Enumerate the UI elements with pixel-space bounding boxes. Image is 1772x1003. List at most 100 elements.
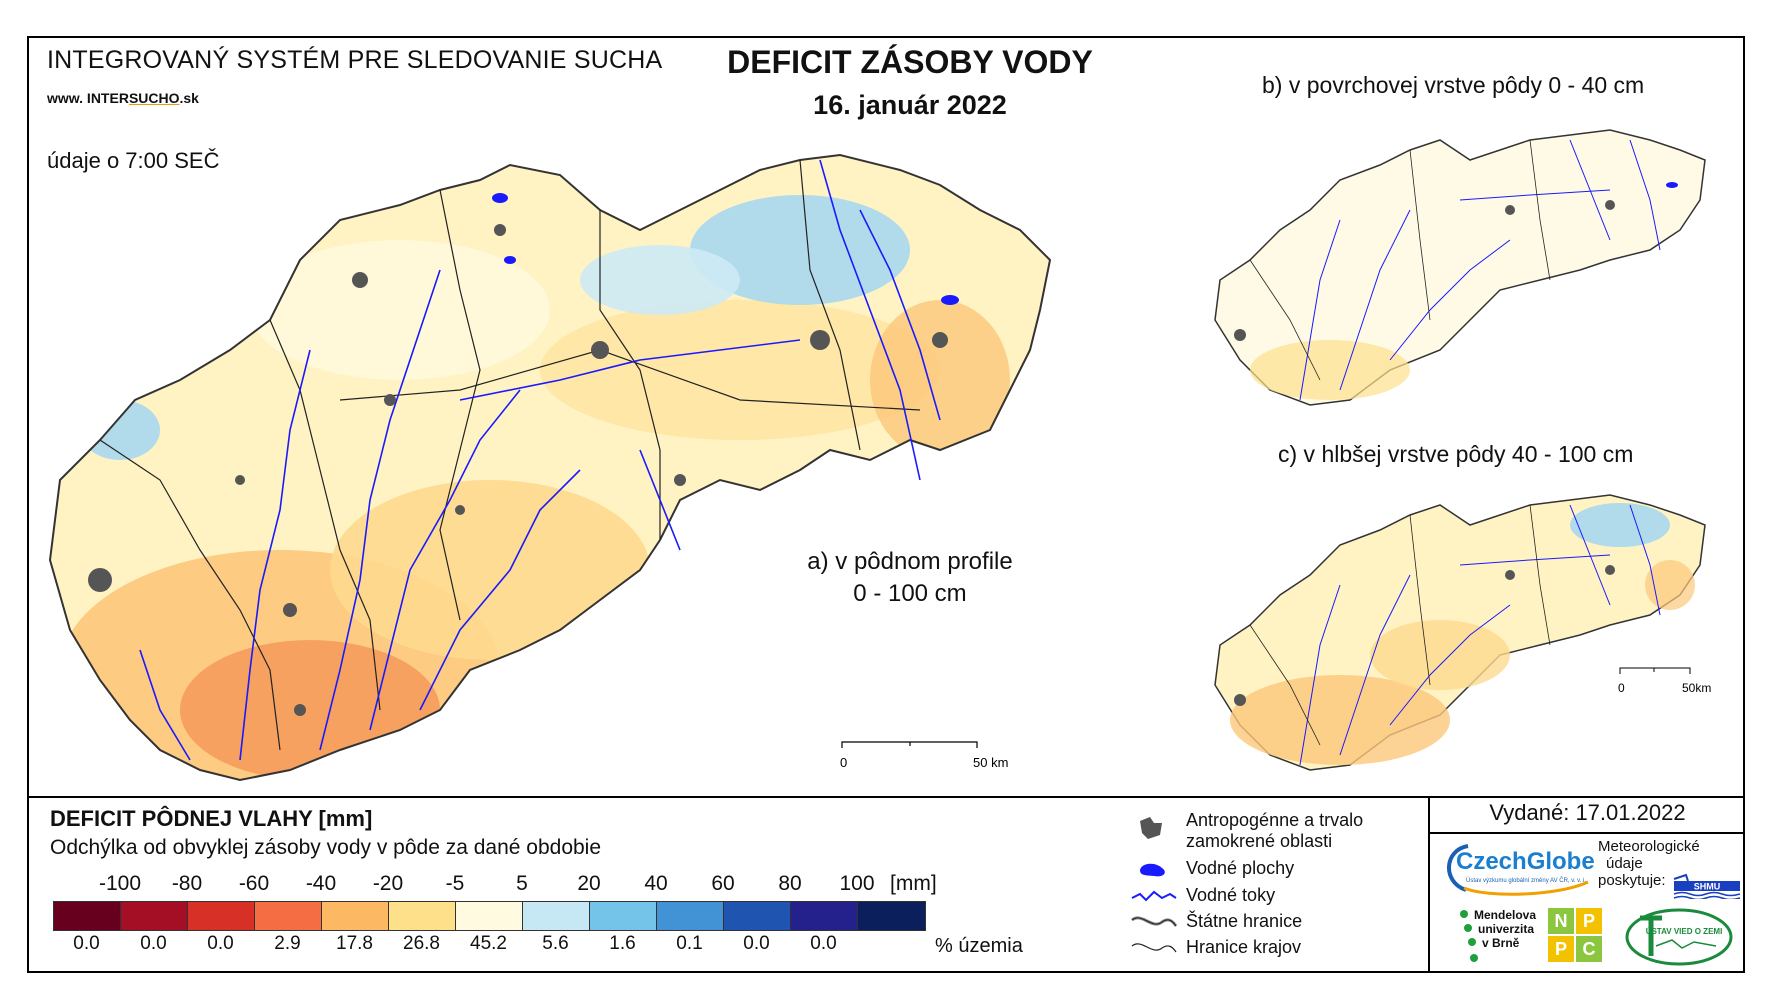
- legend-tick-label: 20: [577, 872, 601, 895]
- nppc-p2: P: [1548, 936, 1574, 962]
- legend-percent-value: 45.2: [470, 933, 507, 954]
- mendel-line3: v Brně: [1482, 936, 1520, 950]
- website-suffix: .sk: [179, 90, 199, 106]
- rivers-a: [139, 159, 941, 761]
- map-b-label: b) v povrchovej vrstve pôdy 0 - 40 cm: [1262, 72, 1645, 98]
- uvz-logo: ÚSTAV VIED O ZEMI: [1625, 908, 1733, 966]
- czechglobe-subtitle: Ústav výzkumu globální změny AV ČR, v. v…: [1466, 878, 1587, 884]
- legend-swatch: [456, 902, 523, 930]
- legend-tick-label: -5: [445, 872, 465, 895]
- state-border-a: [48, 153, 1052, 782]
- legend-tick-label: -100: [98, 872, 142, 895]
- czechglobe-arc-icon: [1447, 844, 1589, 896]
- legend-swatch: [858, 902, 925, 930]
- uvz-text: ÚSTAV VIED O ZEMI: [1646, 927, 1723, 936]
- shmu-logo: SHMU: [1673, 873, 1741, 899]
- legend-swatch: [322, 902, 389, 930]
- legend-unit: [mm]: [890, 872, 937, 895]
- mendel-line2: univerzita: [1478, 922, 1535, 936]
- nppc-p1: P: [1576, 908, 1602, 934]
- legend-tick-label: 60: [711, 872, 735, 895]
- meteo-line3: poskytuje:: [1598, 872, 1666, 889]
- legend-percent-value: 26.8: [403, 933, 440, 954]
- legend-percent-value: 2.9: [274, 933, 301, 954]
- legend-tick-label: -60: [238, 872, 270, 895]
- nppc-c: C: [1576, 936, 1602, 962]
- region-border-icon: [1131, 943, 1177, 953]
- key-anthropogenic: Antropogénne a trvalo zamokrené oblasti: [1186, 810, 1364, 851]
- legend-title: DEFICIT PÔDNEJ VLAHY [mm]: [50, 806, 373, 831]
- legend-tick-label: 80: [778, 872, 802, 895]
- water-bodies-a: [492, 193, 959, 305]
- meteo-line1: Meteorologické: [1598, 838, 1700, 855]
- legend-swatch: [188, 902, 255, 930]
- nppc-logo: N P P C: [1548, 908, 1602, 962]
- meteo-credit: Meteorologické údaje poskytuje:: [1598, 838, 1700, 889]
- map-c: [1214, 494, 1706, 771]
- legend-percent-value: 1.6: [609, 933, 636, 954]
- key-region-border: Hranice krajov: [1186, 937, 1302, 957]
- map-date: 16. január 2022: [813, 90, 1007, 120]
- map-a-label-line2: 0 - 100 cm: [853, 580, 967, 607]
- legend-tick-label: -40: [305, 872, 337, 895]
- legend-tick-label: -80: [171, 872, 203, 895]
- anthropogenic-area-icon: [1140, 817, 1162, 839]
- meteo-line2: údaje: [1606, 855, 1643, 872]
- legend-percent-value: 17.8: [336, 933, 373, 954]
- legend-tick-label: 40: [644, 872, 668, 895]
- key-streams: Vodné toky: [1186, 885, 1276, 905]
- legend-swatch: [590, 902, 657, 930]
- legend-percent-value: 5.6: [542, 933, 569, 954]
- water-body-icon: [1140, 863, 1165, 877]
- scale-bar-main: 0 50 km: [840, 741, 1008, 770]
- mendel-logo: Mendelova univerzita v Brně: [1458, 908, 1538, 968]
- state-border-icon: [1131, 916, 1178, 927]
- mendel-dots-icon: [1460, 910, 1478, 962]
- data-time: údaje o 7:00 SEČ: [47, 148, 220, 173]
- map-c-label: c) v hlbšej vrstve pôdy 40 - 100 cm: [1278, 441, 1634, 467]
- legend-swatch: [657, 902, 724, 930]
- legend-tick-label: -20: [372, 872, 404, 895]
- issued-underline: [1428, 832, 1745, 834]
- legend-percent-value: 0.0: [207, 933, 234, 954]
- legend-percent-value: 0.0: [73, 933, 100, 954]
- page-title: DEFICIT ZÁSOBY VODY: [727, 44, 1093, 80]
- czechglobe-name: CzechGlobe: [1456, 848, 1595, 875]
- stream-icon: [1131, 890, 1177, 902]
- scale-bar-small: 0 50km: [1618, 667, 1711, 695]
- legend-percent-label: % územia: [935, 935, 1023, 957]
- nppc-n: N: [1548, 908, 1574, 934]
- legend-percent-value: 0.0: [743, 933, 770, 954]
- footer-divider: [1428, 796, 1430, 973]
- legend-swatch: [121, 902, 188, 930]
- mendel-line1: Mendelova: [1474, 908, 1537, 922]
- region-borders-a: [99, 159, 921, 751]
- legend-swatch: [791, 902, 858, 930]
- legend-color-scale: [53, 901, 926, 931]
- key-water-bodies: Vodné plochy: [1186, 858, 1295, 878]
- main-map-a: [48, 153, 1052, 782]
- system-title: INTEGROVANÝ SYSTÉM PRE SLEDOVANIE SUCHA: [47, 46, 663, 74]
- scale-main-start: 0: [840, 755, 847, 770]
- legend-swatch: [523, 902, 590, 930]
- legend-swatch: [724, 902, 791, 930]
- legend-divider: [27, 796, 1745, 798]
- issued-date: Vydané: 17.01.2022: [1489, 800, 1686, 825]
- legend-percent-value: 0.0: [810, 933, 837, 954]
- czechglobe-logo: CzechGlobe Ústav výzkumu globální změny …: [1438, 838, 1598, 898]
- legend-swatch: [54, 902, 121, 930]
- map-b: [1214, 129, 1706, 406]
- key-state-border: Štátne hranice: [1186, 911, 1303, 931]
- scale-small-end: 50km: [1682, 681, 1711, 695]
- legend-swatch: [389, 902, 456, 930]
- legend-subtitle: Odchýlka od obvyklej zásoby vody v pôde …: [50, 836, 602, 859]
- scale-small-start: 0: [1618, 681, 1625, 695]
- urban-areas-a: [88, 224, 948, 716]
- legend-swatch: [255, 902, 322, 930]
- legend-percent-value: 0.1: [676, 933, 703, 954]
- scale-main-end: 50 km: [973, 755, 1008, 770]
- map-a-label-line1: a) v pôdnom profile: [807, 548, 1013, 575]
- website-link[interactable]: www. INTERSUCHO.sk: [47, 90, 199, 106]
- website-prefix: www. INTER: [47, 90, 129, 106]
- shmu-text: SHMU: [1694, 882, 1721, 892]
